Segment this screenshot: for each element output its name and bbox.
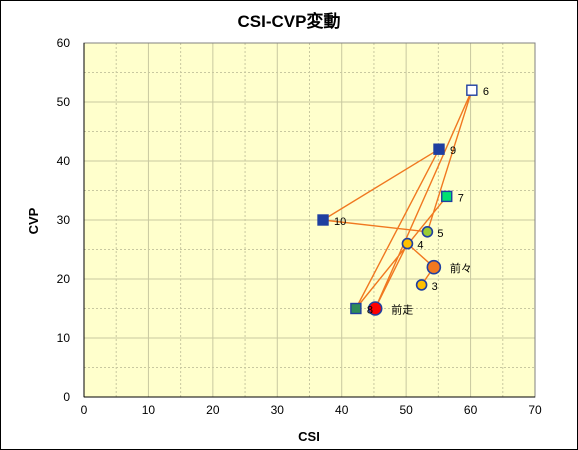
data-label-前々: 前々 [450,261,472,275]
data-label-9: 9 [450,145,456,157]
x-tick-label: 70 [528,403,542,417]
y-tick-label: 20 [57,272,71,286]
x-tick-label: 0 [81,403,88,417]
data-point-6 [466,84,478,96]
x-tick-label: 50 [399,403,413,417]
data-label-6: 6 [483,86,489,98]
x-tick-label: 10 [142,403,156,417]
data-point-前々 [426,259,442,275]
y-tick-label: 0 [63,390,70,404]
x-tick-label: 40 [335,403,349,417]
data-point-7 [441,190,453,203]
series-line [322,89,473,310]
point-labels: 前走 前々 3 4 5 6 7 8 9 10 [334,86,489,316]
axis-ticks: 0 10 20 30 40 50 60 70 0 10 20 30 40 50 60 [57,36,542,417]
data-label-8: 8 [367,305,373,317]
gridlines [83,42,536,398]
y-tick-label: 60 [57,36,71,50]
data-label-3: 3 [432,281,438,293]
data-point-4 [401,237,414,250]
data-point-10 [317,214,329,226]
x-tick-label: 30 [271,403,285,417]
data-label-5: 5 [437,228,443,240]
y-tick-label: 10 [57,331,71,345]
y-tick-label: 30 [57,213,71,227]
y-tick-label: 50 [57,95,71,109]
data-point-前走 [367,301,383,316]
data-label-前走: 前走 [391,303,413,317]
data-points [317,84,478,316]
data-point-5 [421,226,434,238]
data-label-7: 7 [458,192,464,204]
x-axis-label: CSI [298,429,320,444]
data-label-4: 4 [417,240,423,252]
chart-title: CSI-CVP変動 [238,11,341,31]
x-tick-label: 20 [206,403,220,417]
x-tick-label: 60 [464,403,478,417]
data-point-3 [415,279,428,291]
data-point-8 [350,302,362,315]
y-tick-label: 40 [57,154,71,168]
series-polyline [322,89,473,310]
y-axis-label: CVP [26,207,41,234]
data-point-9 [433,143,445,155]
data-label-10: 10 [334,216,346,228]
